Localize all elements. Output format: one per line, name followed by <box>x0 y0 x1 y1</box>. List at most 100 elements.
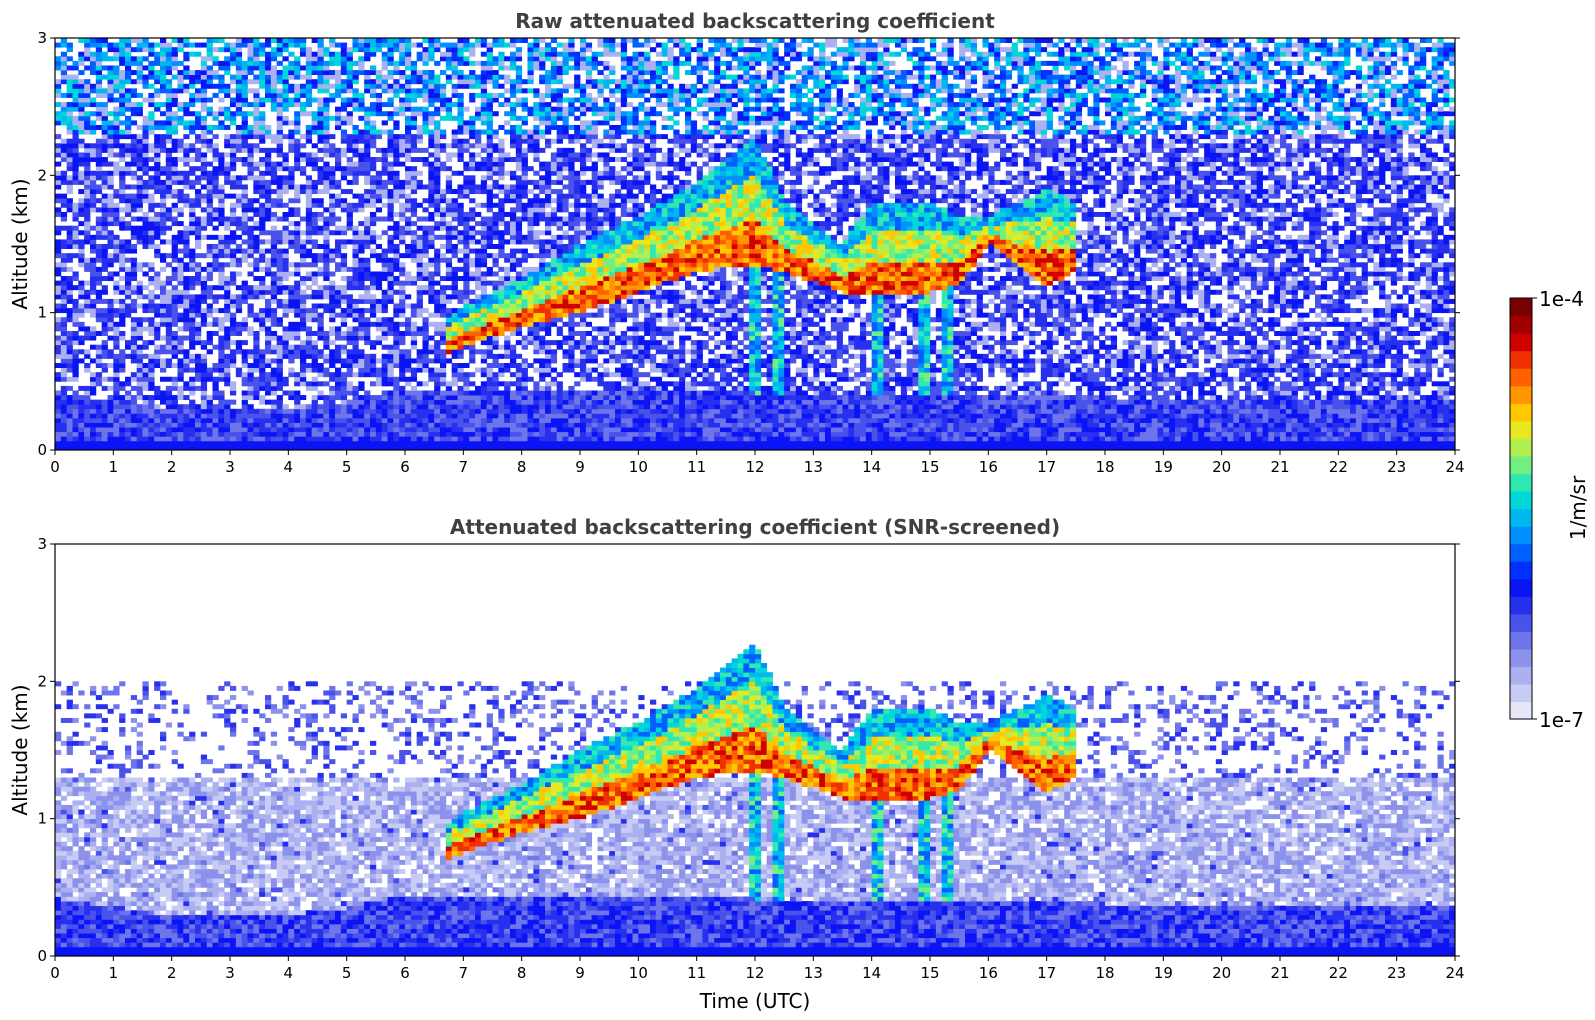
heatmap-cell <box>171 189 178 195</box>
heatmap-cell <box>171 285 178 291</box>
heatmap-cell <box>84 189 91 195</box>
heatmap-cell <box>84 330 91 336</box>
heatmap-cell <box>416 404 423 410</box>
heatmap-cell <box>230 179 237 185</box>
heatmap-cell <box>375 157 383 162</box>
heatmap-cell <box>142 294 149 300</box>
heatmap-cell <box>311 198 318 204</box>
heatmap-cell <box>352 340 359 346</box>
heatmap-cell <box>288 88 295 94</box>
heatmap-cell <box>241 376 248 382</box>
heatmap-cell <box>410 312 418 318</box>
heatmap-cell <box>265 363 272 368</box>
heatmap-cell <box>305 65 313 71</box>
heatmap-cell <box>375 111 383 117</box>
heatmap-cell <box>270 436 278 442</box>
heatmap-cell <box>300 74 307 80</box>
heatmap-cell <box>212 38 219 43</box>
heatmap-cell <box>463 390 470 396</box>
heatmap-cell <box>294 193 301 199</box>
heatmap-cell <box>358 294 365 300</box>
heatmap-cell <box>358 257 365 263</box>
heatmap-cell <box>72 303 79 309</box>
heatmap-cell <box>340 285 348 291</box>
heatmap-cell <box>154 422 161 428</box>
heatmap-cell <box>154 92 161 98</box>
heatmap-cell <box>294 408 301 414</box>
heatmap-cell <box>142 372 149 378</box>
heatmap-cell <box>218 285 225 291</box>
heatmap-cell <box>177 408 184 414</box>
heatmap-cell <box>136 335 143 341</box>
heatmap-cell <box>200 102 208 108</box>
heatmap-cell <box>218 216 225 222</box>
heatmap-cell <box>195 427 202 433</box>
heatmap-cell <box>428 234 435 240</box>
heatmap-cell <box>183 230 190 236</box>
heatmap-cell <box>270 344 278 350</box>
heatmap-cell <box>410 330 418 336</box>
heatmap-cell <box>428 335 435 341</box>
heatmap-cell <box>130 60 138 66</box>
heatmap-cell <box>212 83 219 89</box>
heatmap-cell <box>113 440 120 446</box>
heatmap-cell <box>265 216 272 222</box>
heatmap-cell <box>457 321 464 327</box>
heatmap-cell <box>101 436 108 442</box>
heatmap-cell <box>125 124 132 130</box>
heatmap-cell <box>230 88 237 94</box>
heatmap-cell <box>101 234 108 240</box>
heatmap-cell <box>486 385 493 391</box>
heatmap-cell <box>78 83 85 89</box>
heatmap-cell <box>119 367 126 373</box>
heatmap-cell <box>457 312 464 318</box>
heatmap-cell <box>393 88 400 94</box>
heatmap-cell <box>72 390 79 396</box>
heatmap-cell <box>189 211 196 217</box>
heatmap-cell <box>90 376 97 382</box>
heatmap-cell <box>294 344 301 350</box>
heatmap-cell <box>183 134 190 140</box>
heatmap-cell <box>136 157 143 162</box>
heatmap-cell <box>107 111 114 117</box>
heatmap-cell <box>183 431 190 437</box>
heatmap-cell <box>288 134 295 140</box>
heatmap-cell <box>428 262 435 268</box>
heatmap-cell <box>66 111 73 117</box>
heatmap-cell <box>370 381 377 387</box>
heatmap-cell <box>352 440 359 446</box>
heatmap-cell <box>346 70 353 76</box>
heatmap-cell <box>72 170 79 176</box>
heatmap-cell <box>323 166 330 172</box>
heatmap-cell <box>358 312 365 318</box>
heatmap-cell <box>346 276 353 282</box>
heatmap-cell <box>276 353 283 359</box>
heatmap-cell <box>165 166 173 172</box>
heatmap-cell <box>416 56 423 62</box>
heatmap-cell <box>410 198 418 204</box>
heatmap-cell <box>66 88 73 94</box>
heatmap-cell <box>195 440 202 446</box>
heatmap-cell <box>66 83 73 89</box>
heatmap-cell <box>154 363 161 368</box>
heatmap-cell <box>189 344 196 350</box>
heatmap-cell <box>352 97 359 103</box>
heatmap-cell <box>130 340 138 346</box>
heatmap-cell <box>235 326 243 332</box>
heatmap-cell <box>428 179 435 185</box>
heatmap-cell <box>387 266 394 272</box>
heatmap-cell <box>200 381 208 387</box>
heatmap-cell <box>119 317 126 323</box>
heatmap-cell <box>95 74 103 80</box>
heatmap-cell <box>288 321 295 327</box>
heatmap-cell <box>107 147 114 153</box>
heatmap-cell <box>358 239 365 245</box>
heatmap-cell <box>340 381 348 387</box>
heatmap-cell <box>206 367 213 373</box>
heatmap-cell <box>148 266 155 272</box>
heatmap-cell <box>206 184 213 190</box>
heatmap-cell <box>410 385 418 391</box>
heatmap-cell <box>387 262 394 268</box>
heatmap-cell <box>469 234 476 240</box>
heatmap-cell <box>410 138 418 144</box>
